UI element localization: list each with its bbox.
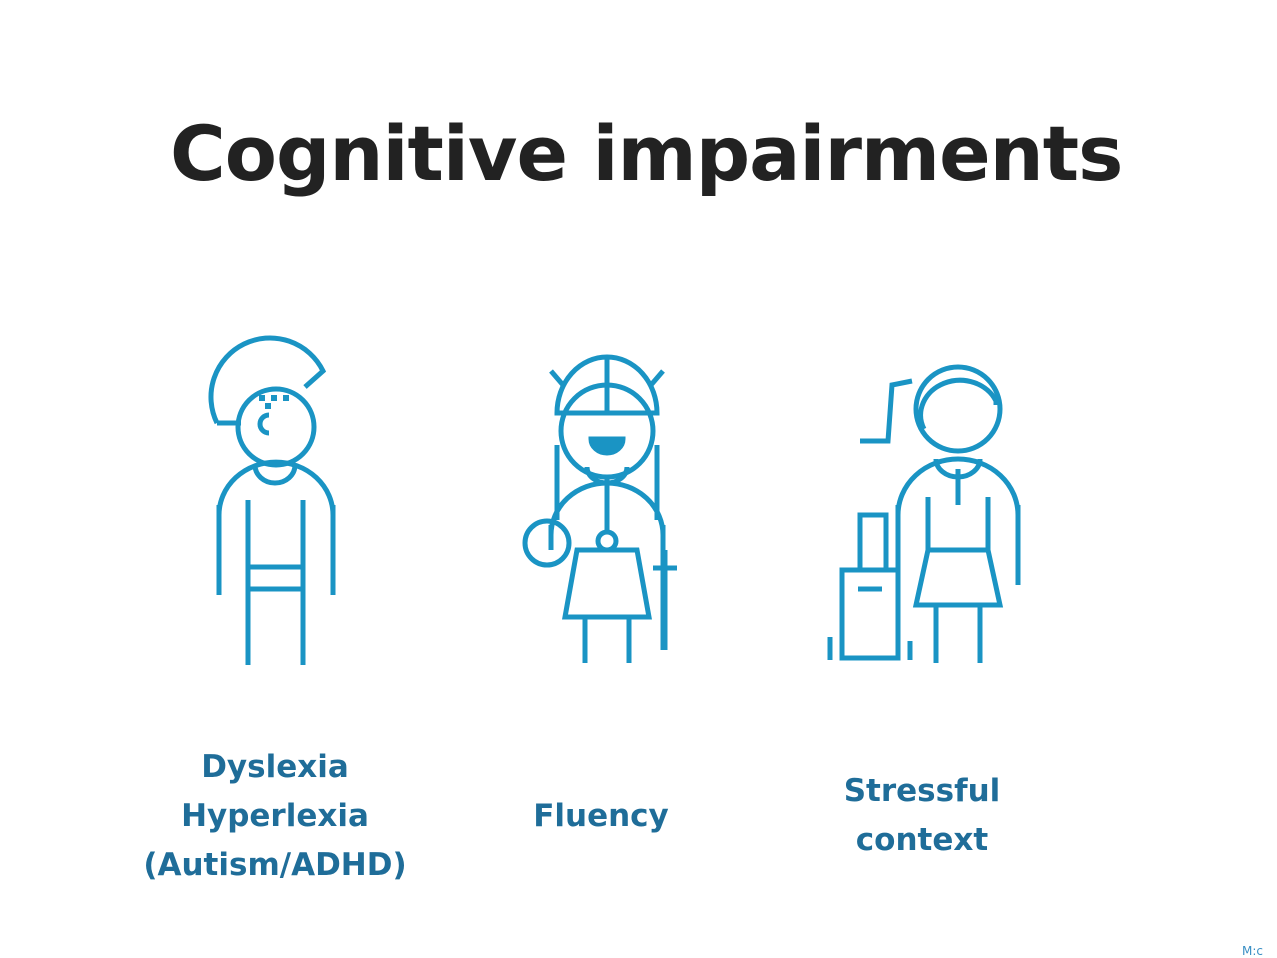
traveler-with-suitcase-icon [827, 364, 1021, 663]
figure-fluency [515, 345, 685, 675]
caption-stressful-context: Stressful context [762, 767, 1082, 865]
figure-stressful-context [820, 345, 1030, 675]
caption-line: (Autism/ADHD) [143, 847, 407, 883]
caption-line: context [855, 822, 989, 858]
caption-line: Fluency [533, 798, 669, 834]
caption-fluency: Fluency [441, 792, 761, 841]
slide-title: Cognitive impairments [170, 109, 1123, 198]
child-with-ball-icon [522, 354, 677, 663]
dyslexia-person-icon [208, 335, 336, 665]
caption-dyslexia: Dyslexia Hyperlexia (Autism/ADHD) [115, 743, 435, 890]
corner-watermark: M:c [1242, 944, 1263, 958]
caption-line: Dyslexia [201, 749, 349, 785]
figure-dyslexia [205, 335, 345, 675]
caption-line: Stressful [843, 773, 1001, 809]
caption-line: Hyperlexia [181, 798, 369, 834]
